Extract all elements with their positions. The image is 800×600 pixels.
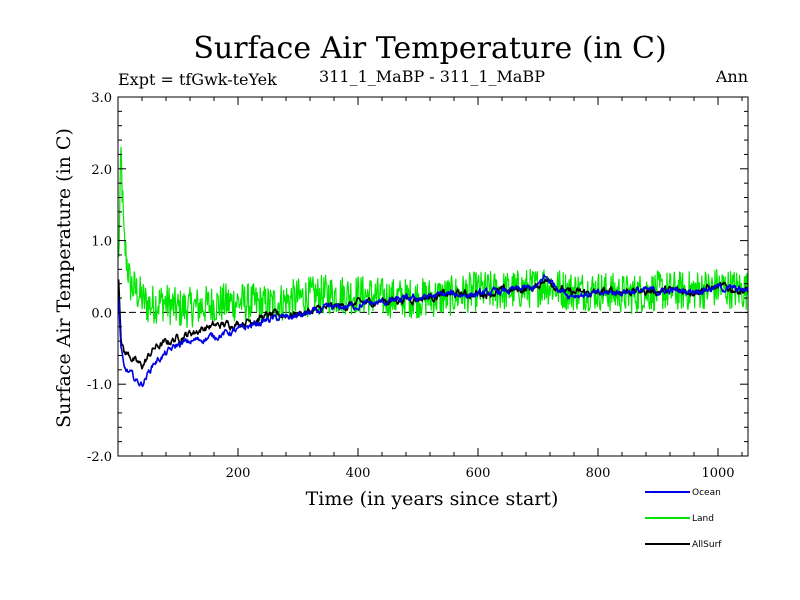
y-tick-label: 3.0 xyxy=(91,91,112,106)
y-tick-label: -1.0 xyxy=(87,378,112,393)
y-axis-label: Surface Air Temperature (in C) xyxy=(53,128,75,428)
x-tick-label: 600 xyxy=(466,466,491,481)
x-tick-label: 400 xyxy=(346,466,371,481)
x-tick-label: 1000 xyxy=(701,466,734,481)
legend-label-ocean: Ocean xyxy=(692,488,721,498)
y-tick-label: -2.0 xyxy=(87,450,112,465)
plot-frame xyxy=(117,96,749,457)
legend-label-allsurf: AllSurf xyxy=(692,540,722,550)
x-tick-label: 200 xyxy=(226,466,251,481)
series-layer xyxy=(117,146,749,388)
chart-title: Surface Air Temperature (in C) xyxy=(193,31,666,66)
axis-layer: -2.0 -1.0 0.0 1.0 2.0 3.0 200 400 600 800 1000 xyxy=(87,91,749,481)
y-tick-label: 2.0 xyxy=(91,163,112,178)
x-tick-label: 800 xyxy=(586,466,611,481)
y-tick-label: 0.0 xyxy=(91,306,112,321)
series-line-allsurf xyxy=(117,277,749,370)
series-line-land xyxy=(118,146,749,329)
comparison-label: 311_1_MaBP - 311_1_MaBP xyxy=(319,67,545,86)
y-tick-label: 1.0 xyxy=(91,235,112,250)
experiment-label: Expt = tfGwk-teYek xyxy=(118,70,277,89)
legend: Ocean Land AllSurf xyxy=(645,488,722,550)
season-label: Ann xyxy=(715,67,748,86)
x-axis-label: Time (in years since start) xyxy=(306,488,559,510)
series-line-ocean xyxy=(117,273,749,388)
legend-label-land: Land xyxy=(692,514,714,524)
